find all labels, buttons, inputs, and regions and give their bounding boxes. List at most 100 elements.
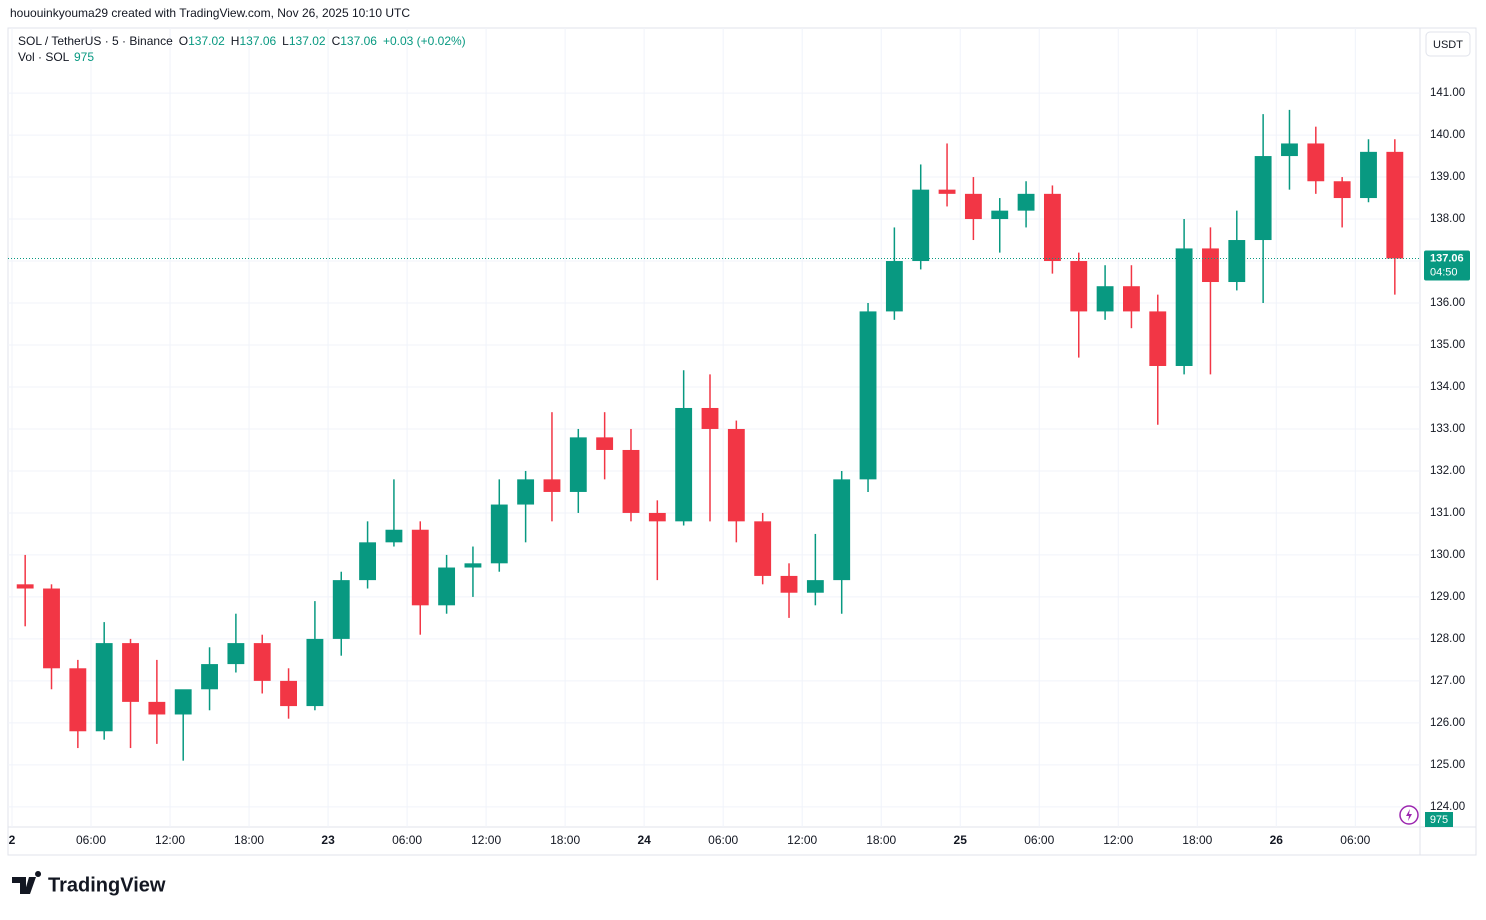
x-tick-label: 12:00 <box>1103 833 1133 847</box>
y-tick-label: 138.00 <box>1430 213 1465 225</box>
y-tick-label: 124.00 <box>1430 801 1465 813</box>
candle-body <box>1254 156 1272 241</box>
x-tick-label: 12:00 <box>471 833 501 847</box>
last-price-label: 137.06 <box>1430 252 1464 264</box>
candle-body <box>438 567 456 606</box>
candle-body <box>280 680 297 707</box>
legend-letter: C <box>332 34 341 48</box>
candle-body <box>938 189 956 194</box>
candle-body <box>385 529 403 543</box>
candle-body <box>1175 248 1193 366</box>
candles <box>16 109 1404 761</box>
brand[interactable]: TradingView <box>48 874 166 896</box>
legend-letter: H <box>231 34 240 48</box>
chart-frame <box>7 27 1477 856</box>
candle-body <box>517 479 535 505</box>
y-tick-label: 132.00 <box>1430 465 1465 477</box>
candle-body <box>411 529 429 606</box>
candle-body <box>201 664 218 690</box>
x-tick-label: 18:00 <box>1182 833 1212 847</box>
x-tick-label: 18:00 <box>550 833 580 847</box>
x-tick-label: 12:00 <box>155 833 185 847</box>
y-tick-label: 126.00 <box>1430 717 1465 729</box>
countdown: 04:50 <box>1430 266 1458 278</box>
volume-icon-bolt <box>1406 809 1412 821</box>
candle-body <box>1123 286 1140 312</box>
legend-letter: O <box>179 34 188 48</box>
candle-body <box>16 584 34 589</box>
candle-body <box>701 407 719 429</box>
y-tick-label: 125.00 <box>1430 759 1465 771</box>
x-tick-label: 06:00 <box>392 833 422 847</box>
legend-letter: L <box>282 34 289 48</box>
currency-button[interactable] <box>1425 31 1471 57</box>
candle-body <box>885 261 903 312</box>
volume-badge <box>1425 812 1453 827</box>
y-tick-label: 130.00 <box>1430 549 1465 561</box>
y-tick-label: 135.00 <box>1430 339 1465 351</box>
brand-logo <box>12 871 42 894</box>
candle-body <box>912 189 930 262</box>
x-tick-label: 12:00 <box>787 833 817 847</box>
candle-body <box>780 575 798 593</box>
candle-body <box>122 643 139 702</box>
x-tick-label: 06:00 <box>1340 833 1370 847</box>
y-tick-label: 140.00 <box>1430 129 1465 141</box>
candle-body <box>359 542 377 581</box>
candle-body <box>1360 151 1377 199</box>
candle-body <box>648 512 666 522</box>
candle-body <box>227 643 245 665</box>
candle-body <box>675 407 693 522</box>
candle-body <box>490 504 508 564</box>
candle-body <box>1307 143 1325 182</box>
candle-body <box>754 521 772 576</box>
y-tick-label: 139.00 <box>1430 171 1465 183</box>
candle-body <box>95 643 113 732</box>
candle-body <box>543 479 561 492</box>
candle-body <box>1149 311 1167 366</box>
candle-body <box>174 689 192 715</box>
candle-body <box>991 210 1009 220</box>
candle-body <box>569 437 587 492</box>
y-tick-label: 133.00 <box>1430 423 1465 435</box>
volume-label: Vol · SOL <box>18 50 70 64</box>
overlay: O 137.02 H 137.06 L 137.02 C 137.06 +0.03 (+0.02… <box>8 34 1470 281</box>
legend-value: 137.06 <box>239 34 276 48</box>
x-tick-label: 06:00 <box>708 833 738 847</box>
y-tick-label: 141.00 <box>1430 87 1465 99</box>
candle-body <box>1096 286 1114 312</box>
symbol-title: SOL / TetherUS · 5 · Binance <box>18 34 173 48</box>
candle-body <box>596 437 614 450</box>
candle-body <box>148 701 166 715</box>
y-tick-label: 134.00 <box>1430 381 1465 393</box>
candle-body <box>806 580 824 593</box>
y-tick-label: 128.00 <box>1430 633 1465 645</box>
x-tick-label: 06:00 <box>1024 833 1054 847</box>
candle-body <box>1281 143 1298 157</box>
x-tick-label: 25 <box>954 833 968 847</box>
candle-body <box>727 428 745 522</box>
legend-value: 137.02 <box>188 34 225 48</box>
candle-body <box>1202 248 1219 283</box>
candle-body <box>332 580 350 639</box>
y-tick-label: 131.00 <box>1430 507 1465 519</box>
volume-badge-value: 975 <box>1430 814 1448 826</box>
y-tick-label: 127.00 <box>1430 675 1465 687</box>
candle-body <box>1386 151 1404 259</box>
y-tick-label: 129.00 <box>1430 591 1465 603</box>
candle-body <box>1017 193 1035 211</box>
candle-body <box>43 588 60 669</box>
candle-body <box>464 563 482 568</box>
candle-body <box>1070 261 1088 312</box>
volume-value: 975 <box>74 50 94 64</box>
x-tick-label: 06:00 <box>76 833 106 847</box>
candle-body <box>69 668 87 732</box>
legend-value: 137.06 <box>340 34 377 48</box>
x-tick-label: 23 <box>321 833 335 847</box>
currency[interactable]: USDT <box>1433 39 1463 51</box>
candle-body <box>1333 181 1351 199</box>
candle-body <box>964 193 982 220</box>
candle-body <box>859 311 877 480</box>
x-tick-label: 24 <box>637 833 651 847</box>
